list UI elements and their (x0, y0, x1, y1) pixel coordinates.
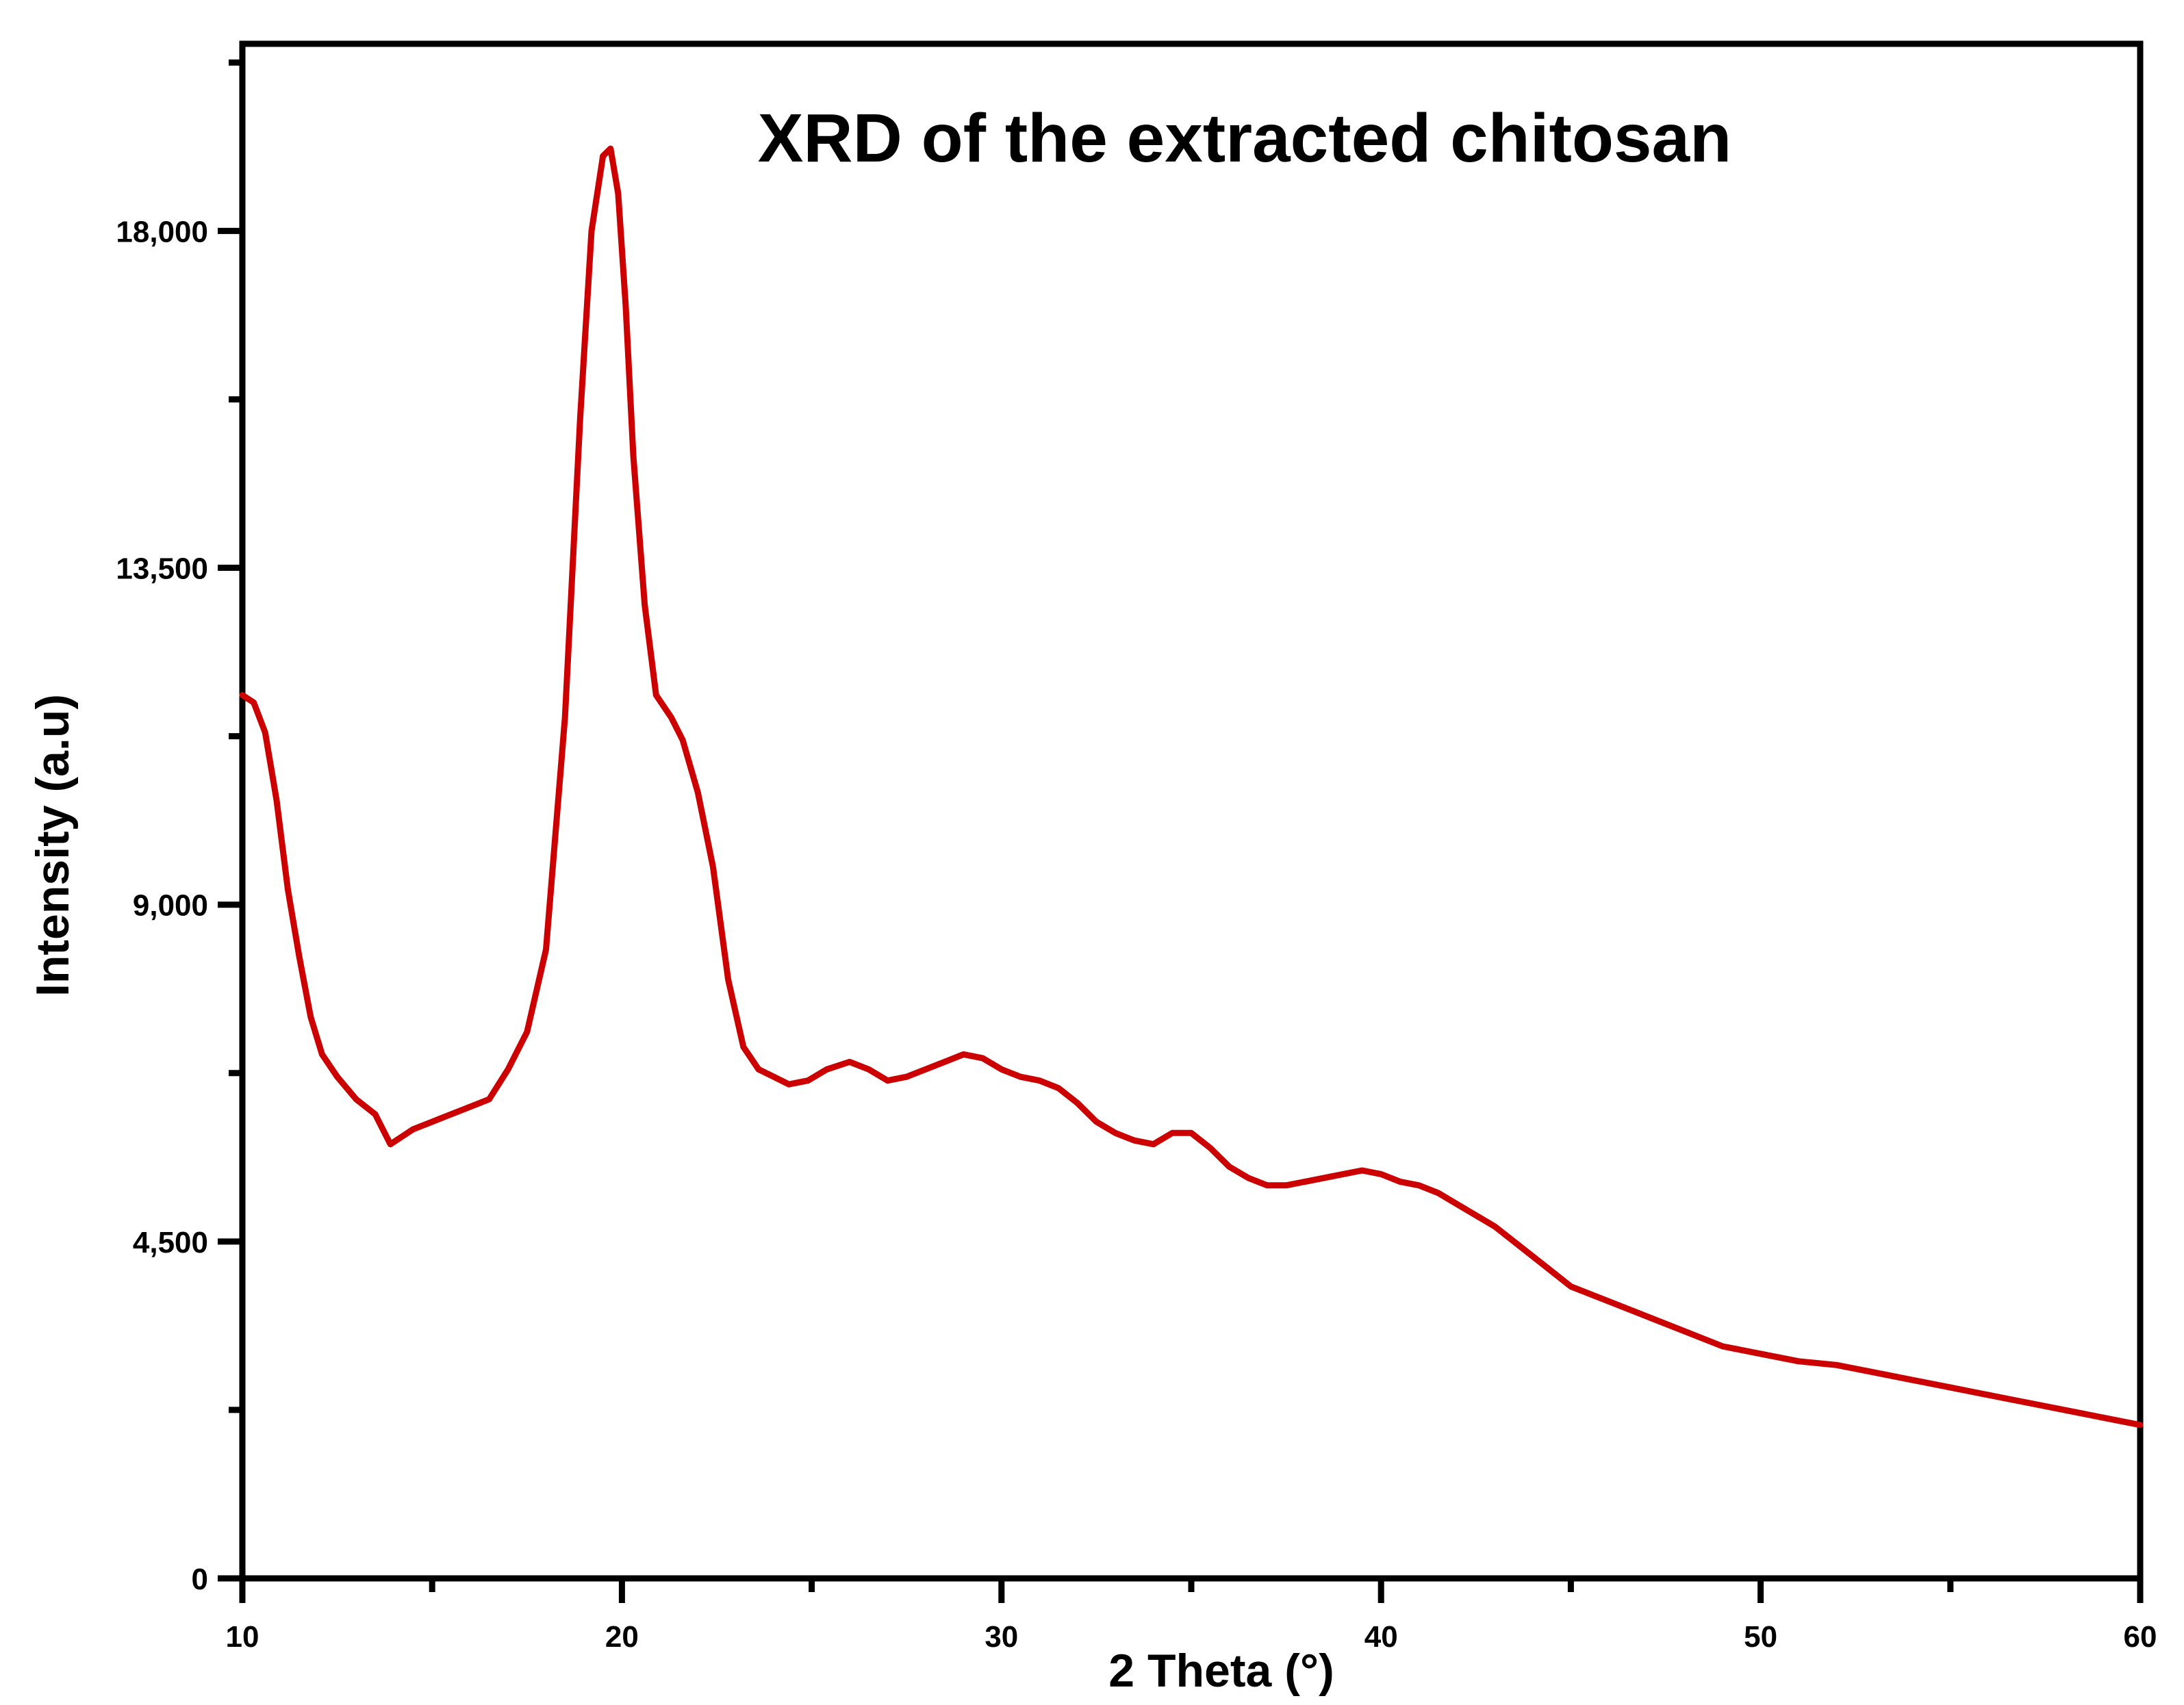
x-tick-label: 50 (1744, 1620, 1777, 1654)
x-tick-label: 10 (226, 1620, 259, 1654)
y-axis-label: Intensity (a.u) (27, 694, 79, 997)
x-tick-label: 40 (1364, 1620, 1398, 1654)
y-tick-label: 0 (192, 1563, 208, 1596)
series-line (239, 145, 2144, 1428)
axis-ticks (218, 59, 2144, 1603)
chart-title: XRD of the extracted chitosan (758, 100, 1732, 177)
y-tick-label: 9,000 (133, 889, 208, 923)
x-axis-label: 2 Theta (°) (1108, 1645, 1334, 1697)
axis-tick-labels: 10 20 30 40 50 60 0 4,500 9,000 13,500 18,000 (116, 215, 2157, 1654)
x-tick-label: 20 (605, 1620, 639, 1654)
x-tick-label: 30 (985, 1620, 1018, 1654)
x-tick-label: 60 (2124, 1620, 2157, 1654)
y-tick-label: 4,500 (133, 1226, 208, 1259)
y-tick-label: 13,500 (116, 552, 208, 586)
y-tick-label: 18,000 (116, 215, 208, 248)
